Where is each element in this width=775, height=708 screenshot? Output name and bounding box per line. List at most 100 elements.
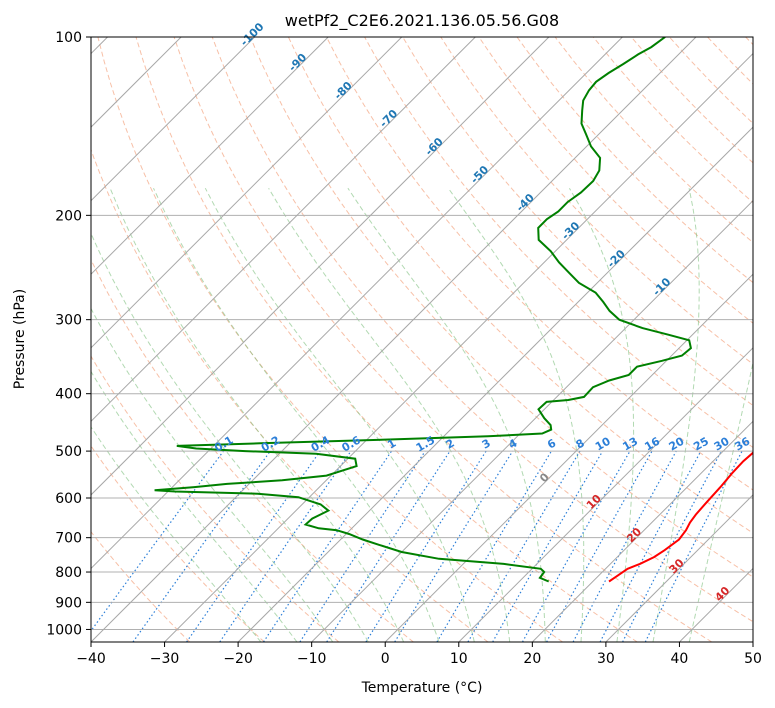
isotherm-label: -60: [423, 135, 446, 158]
dry-adiabat-line: [249, 37, 753, 578]
mixing-ratio-line: [326, 450, 451, 642]
moist-adiabat-line: [91, 426, 262, 642]
mixing-ratio-label: 6: [545, 436, 558, 451]
isotherm-line: [458, 347, 753, 642]
isotherm-line: [752, 641, 753, 642]
chart-title: wetPf2_C2E6.2021.136.05.56.G08: [285, 11, 559, 31]
isotherm-label: 20: [624, 525, 644, 545]
mixing-ratio-line: [521, 450, 631, 642]
isotherm-line: [91, 37, 256, 202]
y-tick-label: 300: [55, 313, 82, 329]
line-labels: 0.1 0.2 0.4 0.6 1 1.5 2 3 4 6 8 10 13 16 20 25 30 36-100-…: [212, 20, 752, 604]
y-tick-label: 1000: [46, 622, 82, 638]
isotherm-label: 10: [584, 492, 604, 512]
dry-adiabat-line: [326, 37, 753, 491]
isotherm-line: [91, 37, 403, 349]
isotherm-label: -30: [559, 219, 582, 242]
dry-adiabat-line: [554, 37, 753, 244]
isotherm-line: [164, 52, 753, 642]
y-tick-label: 700: [55, 531, 82, 547]
mixing-ratio-line: [436, 450, 553, 642]
y-axis-label: Pressure (hPa): [12, 289, 28, 389]
y-tick-label: 400: [55, 387, 82, 403]
isotherm-label: 30: [667, 556, 687, 576]
mixing-ratio-line: [186, 450, 321, 642]
x-tick-label: −10: [297, 651, 327, 667]
mixing-ratio-line: [262, 450, 392, 642]
dry-adiabat-line: [91, 148, 489, 642]
temperature-line: [608, 451, 753, 583]
mixing-ratio-line: [546, 450, 653, 642]
moist-adiabat-line: [153, 187, 440, 642]
mixing-ratio-line: [572, 450, 677, 642]
y-tick-label: 800: [55, 565, 82, 581]
isotherm-line: [311, 199, 753, 642]
dry-adiabat-line: [97, 37, 563, 642]
dry-adiabat-line: [91, 258, 414, 642]
x-tick-label: −30: [150, 651, 180, 667]
y-tick-label: 500: [55, 444, 82, 460]
dry-adiabat-line: [440, 37, 753, 365]
isotherm-label: -70: [377, 107, 400, 130]
moist-adiabat-line: [688, 360, 753, 642]
mixing-ratio-line: [622, 450, 722, 642]
isotherm-line: [237, 126, 753, 642]
x-tick-label: 10: [450, 651, 468, 667]
y-tick-label: 100: [55, 30, 82, 46]
mixing-ratio-line: [132, 450, 271, 642]
isotherm-label: -90: [286, 51, 309, 74]
y-tick-label: 600: [55, 491, 82, 507]
dry-adiabat-line: [364, 37, 753, 449]
moist-adiabat-line: [268, 187, 511, 642]
isotherm-line: [91, 37, 550, 496]
y-tick-label: 200: [55, 208, 82, 224]
x-tick-label: 40: [671, 651, 689, 667]
mixing-ratio-line: [91, 450, 224, 632]
mixing-ratio-label: 4: [506, 436, 519, 451]
dry-adiabat-line: [91, 445, 265, 642]
isotherm-label: -80: [332, 79, 355, 102]
isotherm-label: -10: [650, 275, 673, 298]
isotherm-line: [531, 420, 753, 642]
mixing-ratio-line: [599, 450, 702, 642]
x-axis-ticks: −40 −30 −20 −10 0 10 20 30 40 50: [76, 642, 762, 667]
moist-adiabat-line: [347, 187, 546, 642]
moist-adiabat-line: [91, 307, 334, 642]
moist-adiabat-line: [447, 187, 585, 642]
y-tick-label: 900: [55, 595, 82, 611]
mixing-ratio-line: [394, 450, 514, 642]
dewpoint-line: [154, 37, 693, 583]
isotherm-line: [91, 37, 476, 423]
grid-lines: [91, 37, 753, 642]
mixing-ratio-label: 3: [480, 437, 493, 452]
moist-adiabat-line: [652, 188, 700, 642]
dry-adiabat-line: [402, 37, 753, 407]
dry-adiabat-line: [211, 37, 753, 623]
plot-frame: [90, 36, 754, 643]
mixing-ratio-line: [219, 450, 352, 642]
moist-adiabat-line: [109, 188, 405, 642]
moist-adiabat-line: [91, 370, 298, 642]
x-tick-label: 30: [597, 651, 615, 667]
isotherm-line: [384, 273, 753, 642]
dry-adiabat-line: [516, 37, 753, 284]
moist-adiabat-line: [204, 187, 475, 642]
dry-adiabat-line: [745, 37, 753, 46]
isotherm-label: -50: [468, 163, 491, 186]
x-tick-label: 50: [744, 651, 762, 667]
isotherm-line: [91, 37, 697, 642]
dry-adiabat-line: [91, 355, 340, 642]
moist-adiabat-line: [568, 187, 635, 642]
isotherm-line: [91, 37, 623, 570]
y-axis-ticks: 100 200 300 400 500 600 700 800 900 1000: [46, 30, 91, 638]
isotherm-line: [679, 567, 753, 642]
x-tick-label: 0: [381, 651, 390, 667]
moist-adiabat-line: [91, 232, 369, 642]
x-axis-label: Temperature (°C): [361, 680, 483, 696]
x-tick-label: 20: [523, 651, 541, 667]
isotherm-label: 40: [712, 584, 732, 604]
x-tick-label: −40: [76, 651, 106, 667]
isotherm-line: [91, 37, 329, 275]
dry-adiabat-line: [91, 531, 191, 642]
